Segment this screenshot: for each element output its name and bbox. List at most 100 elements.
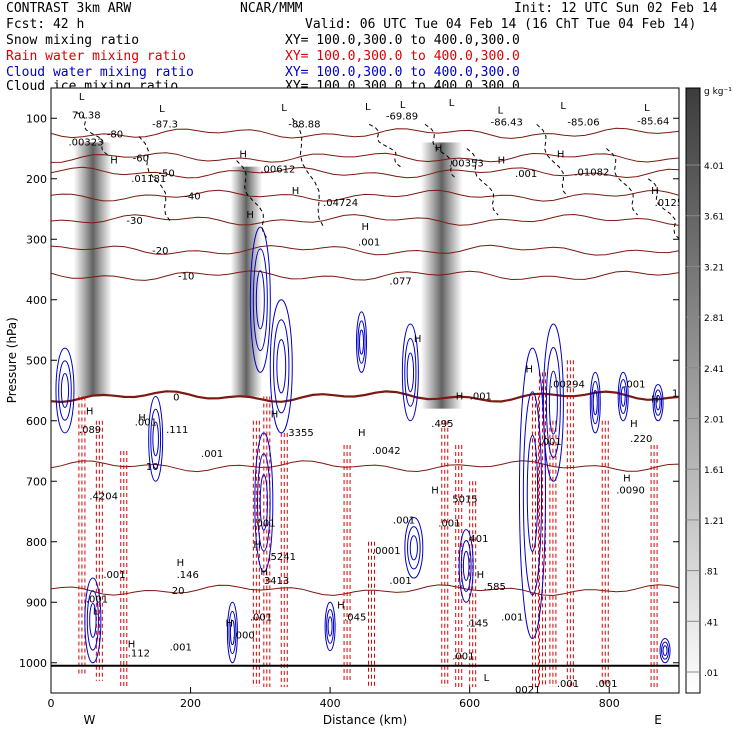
extremum-marker: H <box>128 640 136 651</box>
extremum-value-label: .001 <box>452 652 474 663</box>
cloud-ice-contour <box>138 136 171 222</box>
y-axis-label: Pressure (hPa) <box>5 317 19 403</box>
cloud-water-contour <box>652 383 664 422</box>
isotherm-label: -80 <box>107 129 123 140</box>
extremum-value-label: .585 <box>484 582 506 593</box>
extremum-marker: H <box>651 395 659 406</box>
cloud-water-contour <box>545 347 561 459</box>
extremum-marker: L <box>79 92 85 103</box>
x-tick-label: 200 <box>180 697 201 710</box>
cloud-ice-contour <box>536 123 569 198</box>
cloud-water-contour <box>86 590 99 651</box>
extremum-marker: H <box>292 186 300 197</box>
extremum-value-label: .146 <box>177 570 199 581</box>
colorbar-unit: g kg⁻¹ <box>704 87 732 97</box>
extremum-value-label: .145 <box>466 618 488 629</box>
cloud-water-contour <box>548 370 558 435</box>
cloud-water-contour <box>661 641 670 660</box>
cloud-water-contour <box>269 299 293 434</box>
extremum-marker: H <box>253 540 261 551</box>
cloud-water-contour <box>226 601 238 664</box>
extremum-value-label: .001 <box>389 576 411 587</box>
plot-frame <box>50 87 680 694</box>
cloud-water-contour <box>518 347 546 640</box>
extremum-value-label: .01082 <box>574 168 609 179</box>
isotherm-line <box>51 189 679 202</box>
extremum-marker: H <box>138 413 146 424</box>
extremum-value-label: .401 <box>466 534 488 545</box>
cloud-water-contour <box>324 601 336 652</box>
field-xs-rain: XY= 100.0,300.0 to 400.0,300.0 <box>285 49 520 64</box>
cloud-water-contour <box>257 453 271 552</box>
extremum-value-label: .045 <box>344 612 366 623</box>
extremum-marker: L <box>449 98 455 109</box>
extremum-marker: L <box>365 102 371 113</box>
extremum-value-label: .000 <box>232 631 254 642</box>
field-xs-cloud-water: XY= 100.0,300.0 to 400.0,300.0 <box>285 65 520 80</box>
extremum-value-label: .001 <box>623 379 645 390</box>
cloud-water-contour <box>150 408 162 470</box>
extremum-value-label: .001 <box>201 449 223 460</box>
y-tick-label: 1000 <box>19 657 47 670</box>
extremum-marker: H <box>271 410 279 421</box>
extremum-value-label: 70.38 <box>72 110 101 121</box>
cloud-ice-contour <box>291 118 325 228</box>
isotherm-label: -10 <box>178 272 194 283</box>
field-xs-snow: XY= 100.0,300.0 to 400.0,300.0 <box>285 33 520 48</box>
extremum-marker: H <box>431 485 439 496</box>
extremum-value-label: .001 <box>103 570 125 581</box>
extremum-value-label: .220 <box>630 434 652 445</box>
extremum-marker: H <box>225 618 233 629</box>
cloud-water-contour <box>592 390 598 416</box>
cloud-ice-contour <box>466 148 499 216</box>
cloud-water-contour <box>591 380 600 425</box>
colorbar <box>685 87 701 694</box>
extremum-marker: H <box>525 364 533 375</box>
extremum-value-label: .001 <box>539 437 561 448</box>
extremum-value-label: .01259 <box>655 198 690 209</box>
cloud-water-contour <box>89 602 97 638</box>
init-time: Init: 12 UTC Sun 02 Feb 14 <box>514 1 718 16</box>
field-name-snow: Snow mixing ratio <box>6 33 140 48</box>
cloud-water-contour <box>409 535 418 561</box>
cloud-water-contour <box>254 432 274 573</box>
cloud-water-contour <box>617 371 629 422</box>
cloud-water-contour <box>619 379 628 414</box>
extremum-value-label: 3355 <box>288 428 313 439</box>
extremum-marker: H <box>362 222 370 233</box>
extremum-marker: L <box>400 100 406 111</box>
extremum-value-label: .089 <box>79 425 101 436</box>
cloud-water-contour <box>522 391 543 596</box>
snow-column <box>420 142 463 409</box>
cloud-water-contour <box>462 550 470 581</box>
extremum-marker: H <box>337 600 345 611</box>
isotherm-label: -30 <box>126 216 142 227</box>
y-tick-label: 500 <box>26 354 47 367</box>
cloud-water-contour <box>655 394 661 411</box>
colorbar-level-label: 2.01 <box>704 416 724 426</box>
cloud-water-contour <box>589 371 601 434</box>
cloud-water-contour <box>357 320 366 364</box>
west-label: W <box>83 713 95 727</box>
extremum-value-label: .001 <box>470 392 492 403</box>
extremum-value-label: .5241 <box>267 552 296 563</box>
x-tick-label: 400 <box>320 697 341 710</box>
colorbar-level-label: 3.61 <box>704 213 724 223</box>
snow-column <box>73 142 113 397</box>
extremum-value-label: .001 <box>253 519 275 530</box>
x-tick-label: 800 <box>599 697 620 710</box>
extremum-marker: L <box>644 103 650 114</box>
x-tick-label: 600 <box>459 697 480 710</box>
y-tick-label: 400 <box>26 294 47 307</box>
cloud-water-contour <box>404 517 424 579</box>
cloud-water-contour <box>404 337 417 407</box>
extremum-value-label: .00353 <box>449 159 484 170</box>
extremum-marker: L <box>93 606 99 617</box>
cloud-water-contour <box>273 319 290 414</box>
extremum-marker: H <box>86 407 94 418</box>
cloud-water-contour <box>326 609 335 644</box>
extremum-marker: H <box>477 570 485 581</box>
isotherm-line <box>51 166 679 179</box>
extremum-value-label: -85.06 <box>567 118 599 129</box>
